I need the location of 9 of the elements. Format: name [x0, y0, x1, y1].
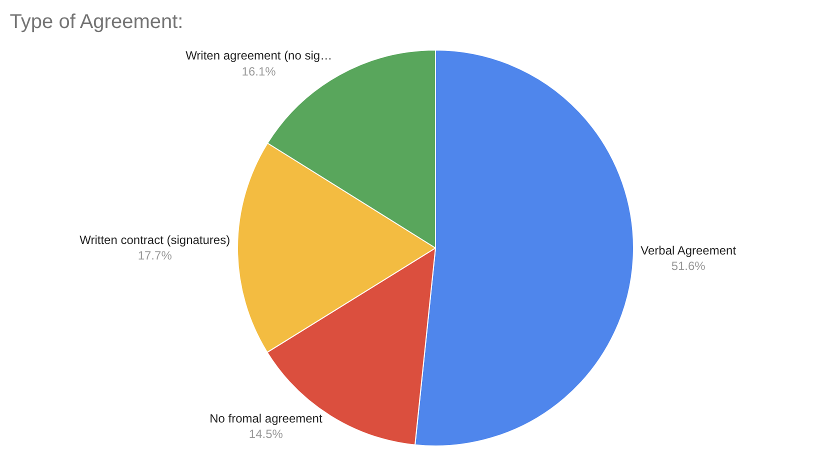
data-label: 17.7% — [138, 248, 172, 262]
data-label: 16.1% — [242, 64, 276, 78]
data-label: 14.5% — [248, 427, 284, 442]
data-label: 51.6% — [671, 259, 706, 274]
slice-label: Writen agreement (no sig… — [186, 48, 332, 63]
slice-label: Written contract (signatures) — [80, 232, 230, 247]
chart-title: Type of Agreement: — [10, 10, 184, 33]
slice-label: Verbal Agreement — [640, 244, 737, 258]
slice-label: No fromal agreement — [210, 412, 323, 426]
